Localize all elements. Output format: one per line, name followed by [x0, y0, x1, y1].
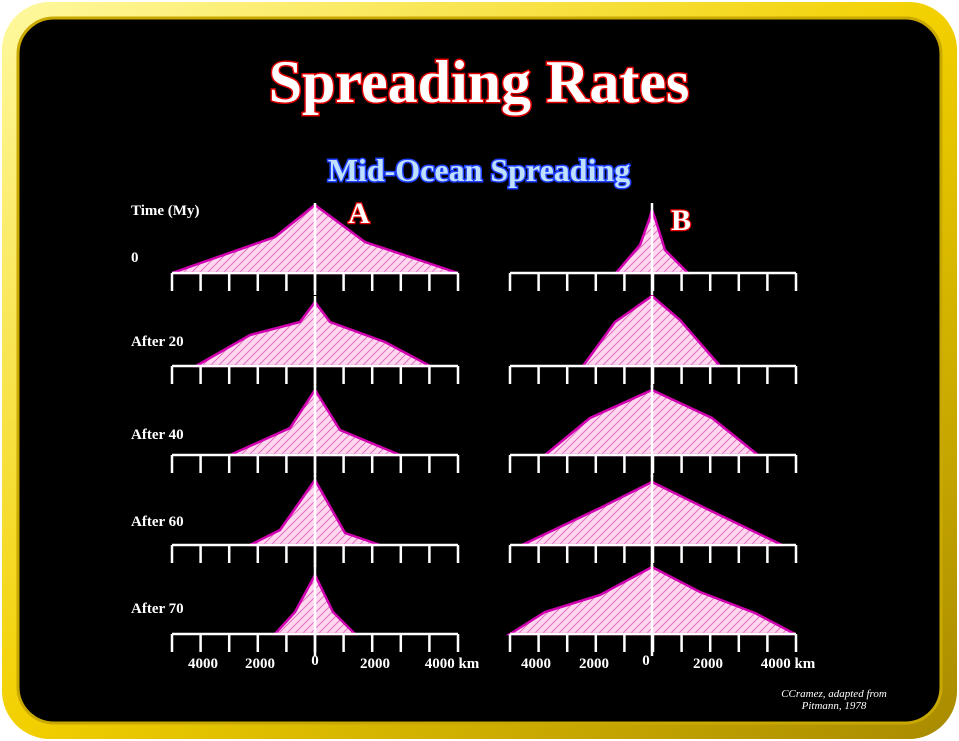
axis-label: 4000 km [425, 656, 480, 672]
axis-label: 2000 [245, 656, 275, 672]
axis-label: 4000 [521, 656, 551, 672]
axis-label: 0 [642, 653, 650, 669]
axis-label: 2000 [360, 656, 390, 672]
credit: Pitmann, 1978 [801, 700, 867, 712]
profile [191, 299, 431, 368]
row-label: After 60 [131, 514, 184, 530]
axis-label: 4000 [188, 656, 218, 672]
row-label: After 40 [131, 427, 184, 443]
time-header: Time (My) [131, 203, 199, 219]
row-label: After 70 [131, 601, 184, 617]
panel-label: A [348, 197, 370, 230]
axis-label: 2000 [693, 656, 723, 672]
credit: CCramez, adapted from [781, 688, 887, 700]
row-label: After 20 [131, 334, 184, 350]
panel-label: B [671, 204, 691, 237]
axis-label: 4000 km [761, 656, 816, 672]
background [16, 16, 943, 725]
title: Spreading Rates [269, 49, 690, 115]
axes [170, 203, 798, 656]
axis-label: 0 [311, 653, 319, 669]
subtitle: Mid-Ocean Spreading [328, 152, 631, 188]
axis-label: 2000 [579, 656, 609, 672]
row-label: 0 [131, 250, 139, 266]
